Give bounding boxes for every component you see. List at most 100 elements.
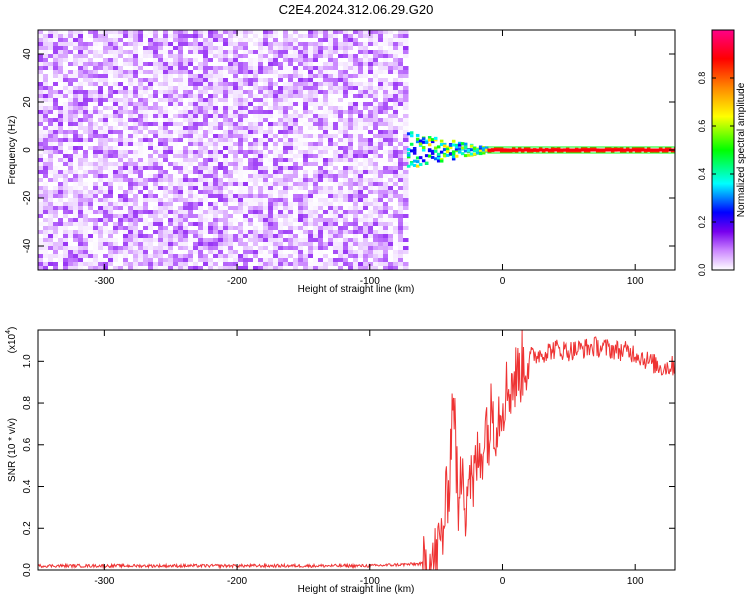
heatmap-cell bbox=[203, 82, 209, 87]
heatmap-cell bbox=[460, 152, 465, 156]
heatmap-cell bbox=[88, 230, 94, 235]
heatmap-cell bbox=[163, 210, 169, 215]
heatmap-cell bbox=[313, 246, 319, 251]
heatmap-cell bbox=[273, 118, 279, 123]
heatmap-cell bbox=[328, 182, 334, 187]
heatmap-cell bbox=[383, 194, 389, 199]
heatmap-cell bbox=[248, 254, 254, 259]
heatmap-cell bbox=[451, 157, 456, 161]
heatmap-cell bbox=[103, 178, 109, 183]
heatmap-cell bbox=[108, 250, 114, 255]
heatmap-cell bbox=[58, 58, 64, 63]
heatmap-cell bbox=[328, 198, 334, 203]
heatmap-cell bbox=[188, 222, 194, 227]
heatmap-cell bbox=[308, 150, 314, 155]
heatmap-cell bbox=[103, 50, 109, 55]
heatmap-cell bbox=[238, 234, 244, 239]
heatmap-cell bbox=[108, 182, 114, 187]
heatmap-cell bbox=[248, 214, 254, 219]
heatmap-cell bbox=[363, 78, 369, 83]
heatmap-cell bbox=[108, 266, 114, 270]
heatmap-cell bbox=[243, 122, 249, 127]
heatmap-cell bbox=[208, 94, 214, 99]
heatmap-cell bbox=[318, 182, 324, 187]
heatmap-cell bbox=[283, 94, 289, 99]
heatmap-cell bbox=[113, 254, 119, 259]
heatmap-cell bbox=[398, 46, 404, 51]
heatmap-cell bbox=[93, 222, 99, 227]
heatmap-cell bbox=[63, 34, 69, 39]
heatmap-cell bbox=[348, 42, 354, 47]
heatmap-cell bbox=[388, 166, 394, 171]
heatmap-cell bbox=[183, 46, 189, 51]
heatmap-cell bbox=[258, 50, 264, 55]
heatmap-cell bbox=[263, 150, 269, 155]
heatmap-cell bbox=[173, 234, 179, 239]
heatmap-cell bbox=[88, 222, 94, 227]
heatmap-cell bbox=[253, 118, 259, 123]
heatmap-cell bbox=[328, 234, 334, 239]
heatmap-cell bbox=[373, 70, 379, 75]
heatmap-cell bbox=[173, 134, 179, 139]
heatmap-cell bbox=[118, 170, 124, 175]
heatmap-cell bbox=[253, 90, 259, 95]
heatmap-cell bbox=[208, 70, 214, 75]
heatmap-cell bbox=[343, 90, 349, 95]
heatmap-cell bbox=[273, 74, 279, 79]
heatmap-cell bbox=[303, 126, 309, 131]
heatmap-cell bbox=[258, 218, 264, 223]
heatmap-cell bbox=[48, 138, 54, 143]
heatmap-cell bbox=[63, 182, 69, 187]
heatmap-cell bbox=[83, 194, 89, 199]
heatmap-cell bbox=[68, 54, 74, 59]
heatmap-cell bbox=[393, 246, 399, 251]
heatmap-cell bbox=[178, 58, 184, 63]
heatmap-cell bbox=[393, 86, 399, 91]
heatmap-cell bbox=[153, 94, 159, 99]
heatmap-cell bbox=[78, 162, 84, 167]
heatmap-cell bbox=[278, 146, 284, 151]
heatmap-cell bbox=[343, 226, 349, 231]
heatmap-cell bbox=[273, 146, 279, 151]
heatmap-cell bbox=[138, 98, 144, 103]
heatmap-cell bbox=[288, 70, 294, 75]
heatmap-cell bbox=[353, 174, 359, 179]
heatmap-cell bbox=[148, 78, 154, 83]
heatmap-cell bbox=[163, 202, 169, 207]
heatmap-cell bbox=[173, 122, 179, 127]
heatmap-cell bbox=[318, 86, 324, 91]
heatmap-cell bbox=[353, 202, 359, 207]
heatmap-cell bbox=[228, 218, 234, 223]
heatmap-cell bbox=[63, 178, 69, 183]
heatmap-cell bbox=[258, 242, 264, 247]
heatmap-cell bbox=[293, 122, 299, 127]
heatmap-cell bbox=[383, 82, 389, 87]
heatmap-cell bbox=[63, 54, 69, 59]
heatmap-cell bbox=[293, 118, 299, 123]
heatmap-cell bbox=[43, 62, 49, 67]
heatmap-cell bbox=[213, 122, 219, 127]
heatmap-cell bbox=[123, 194, 129, 199]
heatmap-cell bbox=[378, 174, 384, 179]
heatmap-cell bbox=[253, 202, 259, 207]
heatmap-cell bbox=[378, 266, 384, 270]
heatmap-cell bbox=[48, 186, 54, 191]
heatmap-cell bbox=[168, 170, 174, 175]
heatmap-cell bbox=[655, 150, 660, 154]
heatmap-cell bbox=[118, 34, 124, 39]
heatmap-cell bbox=[323, 218, 329, 223]
heatmap-cell bbox=[313, 174, 319, 179]
heatmap-cell bbox=[133, 266, 139, 270]
heatmap-cell bbox=[143, 46, 149, 51]
heatmap-cell bbox=[308, 246, 314, 251]
heatmap-cell bbox=[173, 30, 179, 35]
heatmap-cell bbox=[163, 198, 169, 203]
heatmap-cell bbox=[293, 138, 299, 143]
heatmap-cell bbox=[303, 238, 309, 243]
heatmap-cell bbox=[318, 250, 324, 255]
heatmap-cell bbox=[158, 106, 164, 111]
heatmap-cell bbox=[228, 70, 234, 75]
heatmap-cell bbox=[173, 66, 179, 71]
heatmap-cell bbox=[218, 174, 224, 179]
heatmap-cell bbox=[128, 166, 134, 171]
